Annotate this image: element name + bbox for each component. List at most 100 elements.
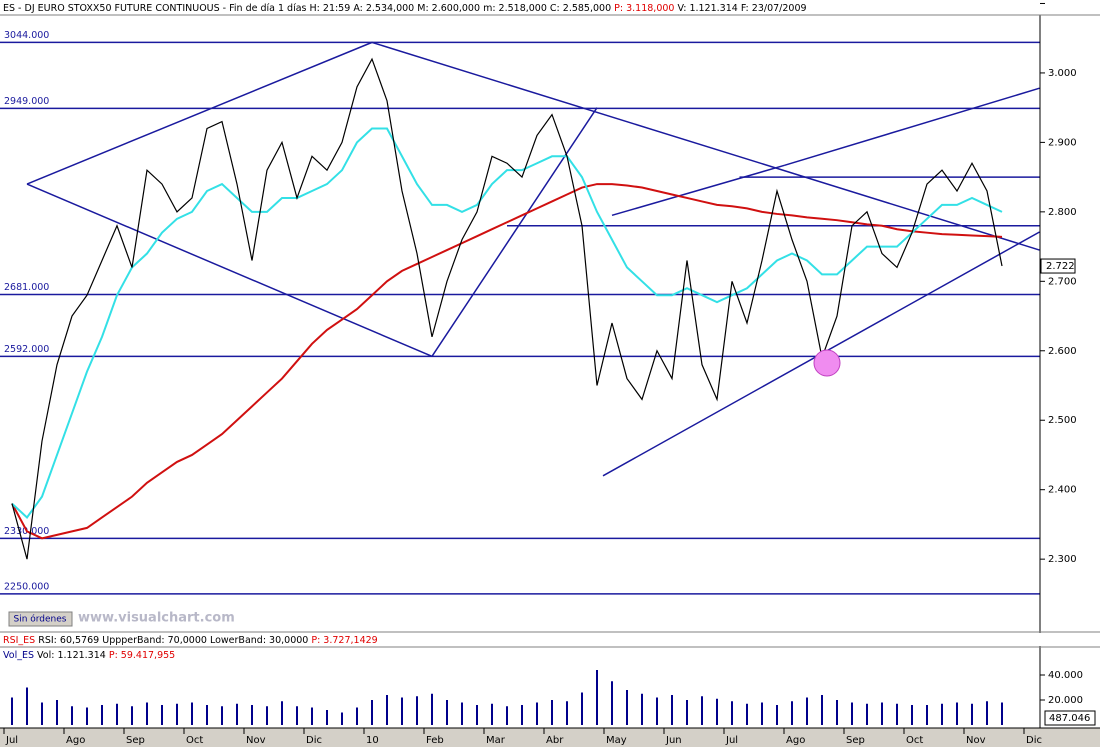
volume-bar: [281, 701, 283, 725]
orders-button-label[interactable]: Sin órdenes: [13, 614, 66, 625]
volume-bar: [791, 701, 793, 725]
volume-bar: [716, 698, 718, 725]
volume-bar: [11, 697, 13, 725]
x-tick-label: Dic: [1026, 735, 1042, 746]
volume-bar: [116, 703, 118, 725]
last-volume-box: [1044, 710, 1096, 726]
x-tick-label: Oct: [186, 735, 203, 746]
trend-line: [26, 41, 373, 185]
volume-bar: [866, 703, 868, 725]
price-line: [11, 183, 1003, 540]
volume-bar: [101, 705, 103, 725]
header-item: A: 2.534,000: [353, 3, 414, 14]
volume-bar: [986, 701, 988, 725]
x-tick-label: Jul: [725, 735, 738, 746]
rsi-header-bar: [0, 633, 1100, 646]
volume-bar: [641, 693, 643, 725]
x-tick-label: Ago: [66, 735, 85, 746]
volume-bar: [566, 701, 568, 725]
rsi-item: UppperBand: 70,0000: [102, 635, 207, 646]
header-item: H: 21:59: [310, 3, 351, 14]
y-tick-label: 2.900: [1048, 137, 1077, 148]
volume-bar: [596, 670, 598, 725]
volume-bar: [41, 702, 43, 725]
x-tick-label: Nov: [966, 735, 986, 746]
x-tick-label: Dic: [306, 735, 322, 746]
volume-bar: [356, 707, 358, 725]
trend-line: [26, 183, 433, 358]
volume-bar: [431, 693, 433, 725]
volume-bar: [491, 703, 493, 725]
trend-line: [371, 41, 1040, 251]
rsi-item: RSI: 60,5769: [38, 635, 99, 646]
volume-bar: [836, 700, 838, 725]
volume-bar: [506, 706, 508, 725]
vol-header: Vol_ES Vol: 1.121.314 P: 59.417,955: [3, 650, 175, 661]
volume-bar: [821, 695, 823, 725]
highlight-circle: [813, 349, 841, 377]
volume-bar: [896, 703, 898, 725]
volume-bar: [296, 706, 298, 725]
price-line: [11, 127, 1003, 519]
volume-bar: [806, 697, 808, 725]
volume-bar: [446, 700, 448, 725]
header-text: ES - DJ EURO STOXX50 FUTURE CONTINUOUS -…: [3, 3, 807, 14]
vol-item: Vol_ES: [3, 650, 34, 661]
header: ES - DJ EURO STOXX50 FUTURE CONTINUOUS -…: [3, 3, 807, 14]
header-item: M: 2.600,000: [417, 3, 480, 14]
volume-bar: [671, 695, 673, 725]
header-item: F: 23/07/2009: [741, 3, 807, 14]
volume-bar: [761, 702, 763, 725]
volume-bar: [686, 700, 688, 725]
volume-bar: [746, 703, 748, 725]
last-value-label: 2.722: [1046, 261, 1075, 272]
vol-item: P: 59.417,955: [109, 650, 175, 661]
header-item: C: 2.585,000: [550, 3, 611, 14]
volume-bar: [146, 702, 148, 725]
volume-bar: [341, 712, 343, 725]
volume-bar: [26, 687, 28, 725]
x-tick-label: Mar: [486, 735, 506, 746]
rsi-item: P: 3.727,1429: [311, 635, 377, 646]
volume-bar: [956, 702, 958, 725]
level-label: 3044.000: [4, 30, 49, 41]
volume-bar: [551, 700, 553, 725]
volume-bar: [371, 700, 373, 725]
orders-button[interactable]: [8, 611, 73, 627]
volume-bar: [911, 705, 913, 725]
header-item: P: 3.118,000: [614, 3, 674, 14]
rsi-header: RSI_ES RSI: 60,5769 UppperBand: 70,0000 …: [3, 635, 378, 646]
x-tick-label: Sep: [846, 735, 865, 746]
y-tick-label: 20.000: [1048, 695, 1083, 706]
volume-bar: [176, 703, 178, 725]
volume-bar: [191, 702, 193, 725]
level-label: 2250.000: [4, 581, 49, 592]
y-tick-label: 40.000: [1048, 670, 1083, 681]
volume-bar: [881, 702, 883, 725]
vol-header-text: Vol_ES Vol: 1.121.314 P: 59.417,955: [3, 650, 175, 661]
y-tick-label: 2.800: [1048, 207, 1077, 218]
y-tick-label: 2.400: [1048, 485, 1077, 496]
last-value-box: [1040, 258, 1076, 274]
volume-bar: [161, 705, 163, 725]
header-item: V: 1.121.314: [678, 3, 738, 14]
x-tick-label: Sep: [126, 735, 145, 746]
y-tick-label: 3.000: [1048, 68, 1077, 79]
price-line: [11, 57, 1003, 560]
volume-bar: [626, 690, 628, 725]
volume-bar: [611, 681, 613, 725]
x-tick-label: Feb: [426, 735, 444, 746]
volume-bar: [221, 706, 223, 725]
volume-bar: [536, 702, 538, 725]
x-tick-label: May: [606, 735, 627, 746]
y-tick-label: 2.600: [1048, 346, 1077, 357]
trend-line: [431, 107, 598, 357]
header-item: m: 2.518,000: [483, 3, 547, 14]
y-tick-label: 2.300: [1048, 554, 1077, 565]
volume-bar: [386, 695, 388, 725]
x-tick-label: 10: [366, 735, 379, 746]
volume-bar: [656, 697, 658, 725]
volume-bar: [521, 705, 523, 725]
